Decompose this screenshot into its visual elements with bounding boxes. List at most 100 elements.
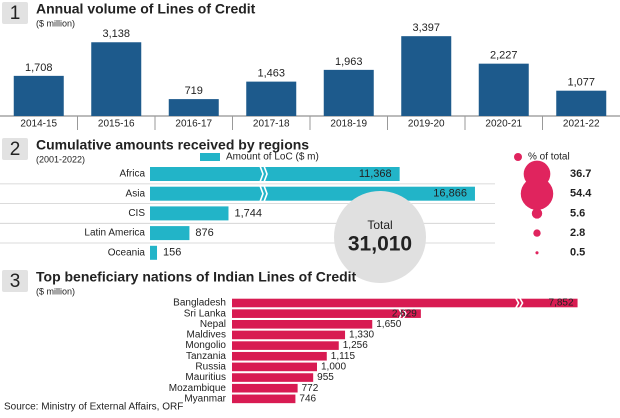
section-number-box <box>2 138 28 160</box>
value-label: 7,852 <box>549 298 574 309</box>
value-label: 11,368 <box>359 168 392 180</box>
category-label: Africa <box>119 169 145 180</box>
axis-break <box>259 165 268 183</box>
bar <box>323 69 374 116</box>
axis-break <box>514 297 524 309</box>
bar <box>232 383 298 393</box>
bar <box>232 341 339 350</box>
value-label: 1,963 <box>335 56 363 68</box>
bubble <box>531 208 543 219</box>
section-number-box <box>2 2 28 24</box>
chart-title: Cumulative amounts received by regions <box>36 137 309 153</box>
bar <box>232 373 314 382</box>
category-label: Myanmar <box>184 393 226 404</box>
x-tick-label: 2019-20 <box>408 119 445 130</box>
category-label: Latin America <box>84 228 145 239</box>
chart-title: Annual volume of Lines of Credit <box>36 1 256 17</box>
section-number: 1 <box>10 3 21 24</box>
value-label: 3,138 <box>102 28 130 40</box>
value-label: 1,256 <box>343 340 368 351</box>
category-label: Oceania <box>108 247 146 258</box>
category-label: Asia <box>126 188 146 199</box>
category-label: Mauritius <box>185 372 226 383</box>
bar <box>478 63 529 116</box>
section-number: 2 <box>10 139 21 160</box>
bubble <box>520 177 554 210</box>
bubble-label: 5.6 <box>570 207 585 219</box>
bar <box>150 167 400 181</box>
bar <box>150 226 190 241</box>
bar <box>232 309 421 318</box>
total-title: Total <box>367 218 392 232</box>
chart-subtitle: ($ million) <box>36 18 75 28</box>
value-label: 2,629 <box>392 308 417 319</box>
x-tick-label: 2020-21 <box>485 119 522 130</box>
value-label: 16,866 <box>433 188 467 200</box>
x-tick-label: 2018-19 <box>330 119 367 130</box>
category-label: Tanzania <box>186 351 226 362</box>
value-label: 876 <box>195 227 213 239</box>
value-label: 3,397 <box>412 22 440 34</box>
bubble-label: 36.7 <box>570 168 591 180</box>
x-tick-label: 2016-17 <box>175 119 212 130</box>
legend-swatch <box>514 153 522 161</box>
section-number-box <box>2 270 28 292</box>
bar <box>232 320 373 329</box>
value-label: 719 <box>185 85 203 97</box>
value-label: 1,650 <box>376 319 401 330</box>
chart-title: Top beneficiary nations of Indian Lines … <box>36 269 357 285</box>
value-label: 2,227 <box>490 50 518 62</box>
bar <box>232 394 296 404</box>
category-label: Nepal <box>200 319 226 330</box>
category-label: Bangladesh <box>173 298 226 309</box>
x-tick-label: 2017-18 <box>253 119 290 130</box>
category-label: Sri Lanka <box>184 308 227 319</box>
axis-break <box>259 185 268 202</box>
bubble <box>533 229 541 237</box>
bar <box>401 36 452 116</box>
value-label: 1,708 <box>25 62 53 74</box>
category-label: Mongolio <box>185 340 226 351</box>
category-label: Maldives <box>187 330 226 341</box>
value-label: 1,744 <box>234 207 262 219</box>
bar <box>150 206 229 221</box>
total-badge <box>334 191 426 283</box>
bubble-label: 54.4 <box>570 188 592 200</box>
value-label: 955 <box>317 372 334 383</box>
bar <box>246 81 297 116</box>
legend-swatch <box>200 153 220 161</box>
bar <box>232 362 317 372</box>
value-label: 1,330 <box>349 330 374 341</box>
bar <box>232 330 346 340</box>
bar <box>13 75 64 116</box>
total-value: 31,010 <box>348 233 412 256</box>
bubble-label: 0.5 <box>570 247 585 259</box>
value-label: 1,000 <box>321 362 346 373</box>
bar <box>168 99 219 116</box>
category-label: CIS <box>128 208 145 219</box>
bar <box>232 298 578 308</box>
x-tick-label: 2015-16 <box>98 119 135 130</box>
value-label: 1,463 <box>257 68 285 80</box>
legend-label: Amount of LoC ($ m) <box>226 152 319 163</box>
value-label: 1,077 <box>567 77 595 89</box>
bar <box>232 351 327 361</box>
x-tick-label: 2014-15 <box>20 119 57 130</box>
bar <box>150 186 475 201</box>
bubble-label: 2.8 <box>570 227 585 239</box>
section-number: 3 <box>10 271 21 292</box>
bar <box>91 42 142 116</box>
value-label: 1,115 <box>331 351 356 362</box>
chart-subtitle: ($ million) <box>36 286 75 296</box>
category-label: Mozambique <box>169 383 227 394</box>
legend-label: % of total <box>528 152 570 163</box>
source-note: Source: Ministry of External Affairs, OR… <box>4 402 183 413</box>
value-label: 156 <box>163 247 181 259</box>
value-label: 772 <box>302 383 319 394</box>
chart-subtitle: (2001-2022) <box>36 154 85 164</box>
bar <box>556 90 607 116</box>
category-label: Russia <box>195 362 226 373</box>
bar <box>150 245 158 260</box>
